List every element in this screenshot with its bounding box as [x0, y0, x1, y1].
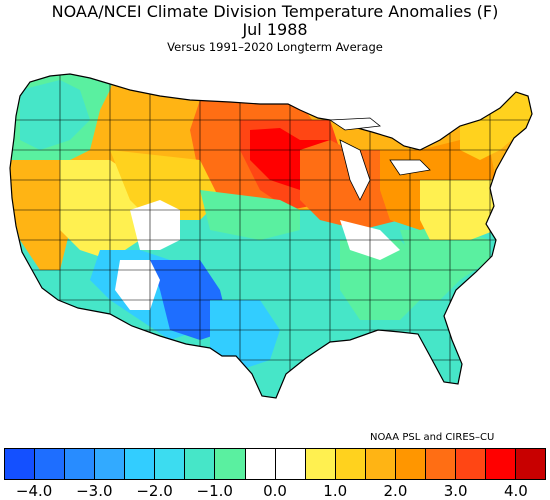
us-outline — [9, 73, 533, 399]
colorbar-swatch — [425, 449, 456, 479]
lake-michigan — [339, 139, 371, 201]
lake-superior — [328, 117, 382, 131]
colorbar-swatch — [305, 449, 336, 479]
lake-erie — [389, 159, 431, 176]
colorbar-tick-label: 1.0 — [323, 482, 348, 500]
colorbar-swatch — [95, 449, 126, 479]
colorbar-swatch — [245, 449, 276, 479]
colorbar — [4, 448, 546, 480]
colorbar-swatch — [65, 449, 96, 479]
colorbar-swatch — [365, 449, 396, 479]
colorbar-swatch — [516, 449, 546, 479]
colorbar-tick-label: −4.0 — [15, 482, 53, 500]
colorbar-swatch — [155, 449, 186, 479]
colorbar-tick-label: −1.0 — [196, 482, 233, 500]
map-title: NOAA/NCEI Climate Division Temperature A… — [51, 2, 499, 21]
colorbar-swatch — [185, 449, 216, 479]
colorbar-swatch — [395, 449, 426, 479]
colorbar-tick-label: −2.0 — [136, 482, 173, 500]
colorbar-swatch — [335, 449, 366, 479]
map-period: Jul 1988 — [242, 20, 308, 39]
colorbar-swatch — [486, 449, 517, 479]
colorbar-tick-label: −3.0 — [76, 482, 113, 500]
colorbar-tick-label: 2.0 — [383, 482, 408, 500]
colorbar-swatch — [125, 449, 156, 479]
colorbar-tick-label: 3.0 — [443, 482, 468, 500]
colorbar-swatch — [455, 449, 486, 479]
colorbar-swatch — [35, 449, 66, 479]
colorbar-swatch — [5, 449, 36, 479]
colorbar-tick-label: 4.0 — [503, 482, 528, 500]
map-subtitle: Versus 1991–2020 Longterm Average — [167, 40, 383, 54]
colorbar-swatch — [275, 449, 306, 479]
colorbar-swatch — [215, 449, 246, 479]
credit-text: NOAA PSL and CIRES–CU — [370, 432, 495, 443]
colorbar-tick-label: 0.0 — [263, 482, 287, 500]
